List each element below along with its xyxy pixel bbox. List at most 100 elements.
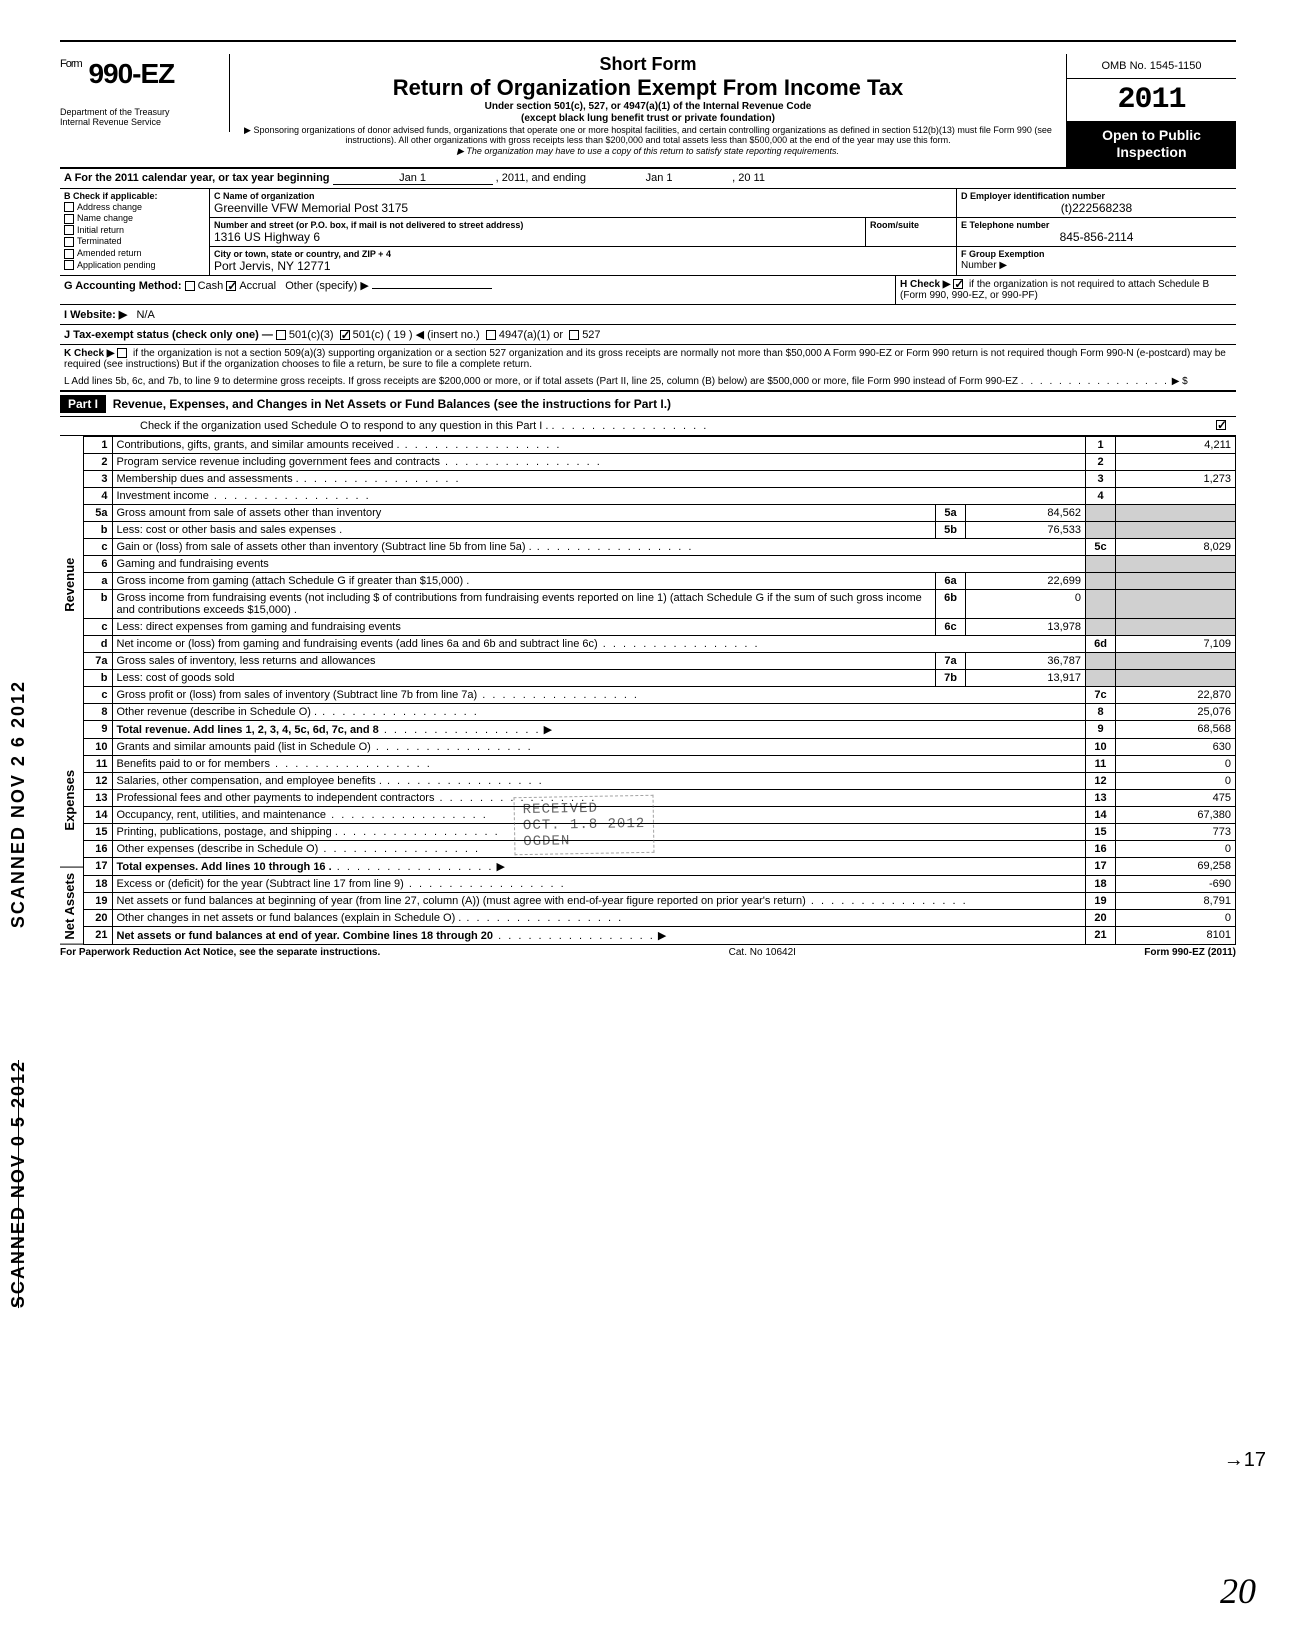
k-checkbox[interactable] <box>117 348 127 358</box>
line-amount: 4,211 <box>1116 436 1236 453</box>
b-checkbox[interactable] <box>64 260 74 270</box>
room-label: Room/suite <box>870 220 952 230</box>
amount-shade <box>1116 618 1236 635</box>
table-row: 5aGross amount from sale of assets other… <box>84 504 1236 521</box>
accrual-checkbox[interactable] <box>226 281 236 291</box>
org-info-block: B Check if applicable: Address changeNam… <box>60 189 1236 276</box>
line-amount: 25,076 <box>1116 703 1236 720</box>
f-label: F Group Exemption <box>961 249 1045 259</box>
j-4947-checkbox[interactable] <box>486 330 496 340</box>
line-desc: Other revenue (describe in Schedule O) . <box>112 703 1086 720</box>
numbox-shade <box>1086 555 1116 572</box>
line-number: 18 <box>84 875 112 892</box>
line-amount: 0 <box>1116 840 1236 857</box>
omb-number: OMB No. 1545-1150 <box>1067 54 1236 79</box>
line-number: d <box>84 635 112 652</box>
e-label: E Telephone number <box>961 220 1232 230</box>
line-number: 17 <box>84 857 112 875</box>
j-501c3-checkbox[interactable] <box>276 330 286 340</box>
table-row: 14Occupancy, rent, utilities, and mainte… <box>84 806 1236 823</box>
street-label: Number and street (or P.O. box, if mail … <box>214 220 861 230</box>
j-501c-checkbox[interactable] <box>340 330 350 340</box>
city-val: Port Jervis, NY 12771 <box>214 259 952 273</box>
b-checkbox[interactable] <box>64 202 74 212</box>
sub-label: 6c <box>936 618 966 635</box>
sub-amount: 84,562 <box>966 504 1086 521</box>
table-row: 4Investment income4 <box>84 487 1236 504</box>
line-number: 12 <box>84 772 112 789</box>
other-label: Other (specify) ▶ <box>285 280 369 292</box>
line-numbox: 13 <box>1086 789 1116 806</box>
b-checkbox[interactable] <box>64 225 74 235</box>
line-a-text: A For the 2011 calendar year, or tax yea… <box>64 172 330 184</box>
c-name-cell: C Name of organization Greenville VFW Me… <box>210 189 956 218</box>
line-amount: 7,109 <box>1116 635 1236 652</box>
line-a-mid: , 2011, and ending <box>496 172 586 184</box>
b-checkbox[interactable] <box>64 214 74 224</box>
street-val: 1316 US Highway 6 <box>214 230 861 244</box>
j-527-checkbox[interactable] <box>569 330 579 340</box>
table-row: bGross income from fundraising events (n… <box>84 589 1236 618</box>
numbox-shade <box>1086 618 1116 635</box>
j-row: J Tax-exempt status (check only one) — 5… <box>60 325 1236 345</box>
j-4947: 4947(a)(1) or <box>499 329 563 341</box>
j-501c3: 501(c)(3) <box>289 329 334 341</box>
c-label: C Name of organization <box>214 191 952 201</box>
line-numbox: 3 <box>1086 470 1116 487</box>
line-desc: Gross income from gaming (attach Schedul… <box>112 572 936 589</box>
cash-checkbox[interactable] <box>185 281 195 291</box>
subtitle: Under section 501(c), 527, or 4947(a)(1)… <box>238 101 1058 125</box>
line-desc: Benefits paid to or for members <box>112 755 1086 772</box>
sub-amount: 36,787 <box>966 652 1086 669</box>
line-numbox: 20 <box>1086 909 1116 926</box>
line-numbox: 5c <box>1086 538 1116 555</box>
j-label: J Tax-exempt status (check only one) — <box>64 329 273 341</box>
table-row: 10Grants and similar amounts paid (list … <box>84 738 1236 755</box>
table-row: 17Total expenses. Add lines 10 through 1… <box>84 857 1236 875</box>
check-o-text: Check if the organization used Schedule … <box>140 420 548 432</box>
expenses-label: Expenses <box>60 733 83 868</box>
line-amount: 630 <box>1116 738 1236 755</box>
line-amount <box>1116 453 1236 470</box>
b-checkbox[interactable] <box>64 249 74 259</box>
line-amount: 67,380 <box>1116 806 1236 823</box>
line-desc: Gain or (loss) from sale of assets other… <box>112 538 1086 555</box>
sub-label: 6a <box>936 572 966 589</box>
header-left: Form 990-EZ Department of the Treasury I… <box>60 54 230 132</box>
sub-label: 6b <box>936 589 966 618</box>
schedule-o-checkbox[interactable] <box>1216 420 1226 430</box>
table-row: cGross profit or (loss) from sales of in… <box>84 686 1236 703</box>
line-number: 11 <box>84 755 112 772</box>
form-number: Form 990-EZ <box>60 58 221 90</box>
h-checkbox[interactable] <box>953 279 963 289</box>
f-sub: Number ▶ <box>961 260 1007 271</box>
form-prefix: Form <box>60 58 82 70</box>
col-b-checks: B Check if applicable: Address changeNam… <box>60 189 210 275</box>
line-numbox: 15 <box>1086 823 1116 840</box>
line-desc: Total revenue. Add lines 1, 2, 3, 4, 5c,… <box>112 720 1086 738</box>
line-number: 9 <box>84 720 112 738</box>
org-name: Greenville VFW Memorial Post 3175 <box>214 201 952 215</box>
numbox-shade <box>1086 504 1116 521</box>
line-number: b <box>84 521 112 538</box>
year-end-yr: , 20 11 <box>732 172 765 184</box>
table-row: 15Printing, publications, postage, and s… <box>84 823 1236 840</box>
b-checkbox[interactable] <box>64 237 74 247</box>
line-number: 1 <box>84 436 112 453</box>
line-desc: Gross amount from sale of assets other t… <box>112 504 936 521</box>
j-527: 527 <box>582 329 600 341</box>
l-arrow: ▶ $ <box>1172 376 1188 387</box>
header-center: Short Form Return of Organization Exempt… <box>230 54 1066 162</box>
year-begin: Jan 1 <box>333 172 493 185</box>
sub-label: 5a <box>936 504 966 521</box>
form-header: Form 990-EZ Department of the Treasury I… <box>60 54 1236 169</box>
form-page: Form 990-EZ Department of the Treasury I… <box>60 40 1236 958</box>
k-row: K Check ▶ if the organization is not a s… <box>60 345 1236 373</box>
table-row: bLess: cost of goods sold7b13,917 <box>84 669 1236 686</box>
year-end: Jan 1 <box>589 172 729 184</box>
line-amount: 475 <box>1116 789 1236 806</box>
line-a: A For the 2011 calendar year, or tax yea… <box>60 169 1236 189</box>
line-number: c <box>84 538 112 555</box>
table-row: 7aGross sales of inventory, less returns… <box>84 652 1236 669</box>
table-row: 18Excess or (deficit) for the year (Subt… <box>84 875 1236 892</box>
